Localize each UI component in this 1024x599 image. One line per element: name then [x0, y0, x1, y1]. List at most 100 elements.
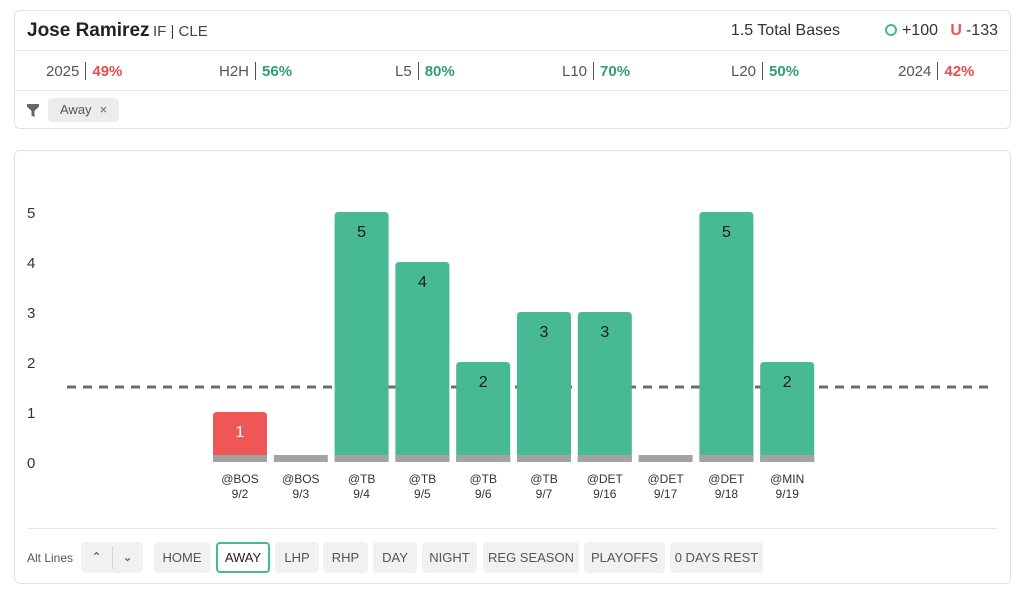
x-tick-opponent: @MIN [770, 472, 804, 486]
player-position-team: IF | CLE [153, 23, 208, 40]
filter-lhp-button[interactable]: LHP [275, 542, 319, 573]
x-tick-date: 9/19 [776, 487, 800, 501]
under-odds: -133 [965, 22, 998, 39]
x-tick-date: 9/4 [353, 487, 370, 501]
alt-lines-stepper: ⌃ ⌄ [81, 542, 143, 573]
bar-value-label: 2 [783, 374, 792, 391]
active-filters: Away × [15, 91, 1010, 129]
x-tick-opponent: @TB [409, 472, 437, 486]
filter-playoffs-button[interactable]: PLAYOFFS [584, 542, 665, 573]
y-tick-label: 3 [27, 305, 35, 322]
filter-rhp-button[interactable]: RHP [323, 542, 368, 573]
under-odds-button[interactable]: U -133 [950, 22, 998, 40]
game-log-chart-card: 0 1 2 3 4 5 1 @BOS 9/2 @BOS 9/3 5 @TB 9/4 4 @TB 9/5 2 @TB 9… [14, 150, 1011, 584]
bar [577, 312, 632, 462]
x-tick-date: 9/18 [715, 487, 739, 501]
bar [517, 312, 571, 462]
card-header: Jose Ramirez IF | CLE 1.5 Total Bases +1… [15, 11, 1010, 51]
over-circle-icon [884, 24, 897, 36]
stat-value: 70% [600, 63, 631, 80]
filter-away-button[interactable]: AWAY [216, 542, 270, 573]
bar-value-label: 2 [479, 374, 488, 391]
filter-night-button[interactable]: NIGHT [422, 542, 477, 573]
prop-market: 1.5 Total Bases [730, 22, 840, 39]
y-tick-label: 2 [27, 355, 35, 372]
bar [760, 362, 815, 462]
bar-baseline-stub [395, 455, 450, 462]
over-odds-button[interactable]: +100 [884, 22, 938, 40]
bar-baseline-stub [334, 455, 389, 462]
chevron-up-icon[interactable]: ⌃ [91, 550, 102, 564]
x-tick-opponent: @DET [587, 472, 624, 486]
bar-baseline-stub [456, 455, 511, 462]
bar [456, 362, 511, 462]
y-tick-label: 0 [27, 455, 35, 472]
stat-2025[interactable]: 2025 49% [46, 62, 122, 80]
stat-label: 2025 [46, 63, 80, 80]
summary-card: Jose Ramirez IF | CLE 1.5 Total Bases +1… [14, 10, 1011, 129]
bar-baseline-stub [699, 455, 754, 462]
stat-label: H2H [219, 63, 250, 80]
bar-value-label: 5 [722, 224, 731, 241]
filter-day-button[interactable]: DAY [373, 542, 417, 573]
x-tick-date: 9/7 [536, 487, 553, 501]
stat-label: L5 [395, 63, 412, 80]
bar-baseline-stub [213, 455, 267, 462]
x-tick-opponent: @BOS [221, 472, 259, 486]
stat-label: L10 [562, 63, 588, 80]
bar [334, 212, 389, 462]
close-icon[interactable]: × [99, 102, 108, 117]
x-tick-date: 9/3 [292, 487, 309, 501]
stat-label: L20 [731, 63, 757, 80]
filter-home-button[interactable]: HOME [154, 542, 210, 573]
stat-value: 49% [92, 63, 123, 80]
under-label: U [950, 22, 962, 39]
stat-value: 80% [424, 63, 455, 80]
bar-value-label: 5 [357, 224, 366, 241]
alt-lines-label: Alt Lines [27, 551, 74, 565]
hit-rate-stats: 2025 49% H2H 56% L5 80% L10 70% L20 50% 2024 4… [15, 51, 1010, 91]
stat-value: 42% [944, 63, 975, 80]
x-tick-date: 9/6 [475, 487, 492, 501]
x-tick-opponent: @DET [648, 472, 685, 486]
filter-chip-label: Away [60, 102, 92, 117]
bar-value-label: 3 [540, 324, 549, 341]
bar-value-label: 1 [236, 424, 245, 441]
stat-value: 50% [769, 63, 800, 80]
stat-2024[interactable]: 2024 42% [898, 62, 974, 80]
stat-value: 56% [262, 63, 293, 80]
x-tick-date: 9/5 [414, 487, 431, 501]
bar [213, 412, 267, 462]
bar-value-label: 4 [418, 274, 427, 291]
filter-days-rest-button[interactable]: 0 DAYS REST [670, 542, 763, 573]
player-name[interactable]: Jose Ramirez [27, 20, 150, 41]
y-tick-label: 5 [27, 205, 35, 222]
stat-label: 2024 [898, 63, 932, 80]
filter-chip-away[interactable]: Away × [48, 98, 120, 122]
over-odds: +100 [901, 22, 938, 39]
funnel-icon [27, 104, 39, 117]
y-tick-label: 1 [27, 405, 35, 422]
bar [395, 262, 450, 462]
game-log-bar-chart: 0123451@BOS9/2@BOS9/35@TB9/44@TB9/52@TB9… [27, 205, 993, 501]
stat-l5[interactable]: L5 80% [395, 62, 455, 80]
bar-baseline-stub [577, 455, 632, 462]
filter-reg-season-button[interactable]: REG SEASON [483, 542, 579, 573]
chevron-down-icon[interactable]: ⌄ [122, 550, 133, 564]
stat-l20[interactable]: L20 50% [731, 62, 799, 80]
y-tick-label: 4 [27, 255, 35, 272]
bar-baseline-stub [517, 455, 571, 462]
stat-h2h[interactable]: H2H 56% [219, 62, 292, 80]
stat-l10[interactable]: L10 70% [562, 62, 630, 80]
x-tick-date: 9/16 [593, 487, 617, 501]
x-tick-opponent: @TB [530, 472, 558, 486]
bar-baseline-stub [760, 455, 815, 462]
bar-baseline-stub [638, 455, 693, 462]
x-tick-opponent: @DET [708, 472, 745, 486]
x-tick-opponent: @BOS [282, 472, 320, 486]
x-tick-date: 9/17 [654, 487, 678, 501]
x-tick-date: 9/2 [232, 487, 249, 501]
x-tick-opponent: @TB [348, 472, 376, 486]
bar [699, 212, 754, 462]
x-tick-opponent: @TB [469, 472, 497, 486]
